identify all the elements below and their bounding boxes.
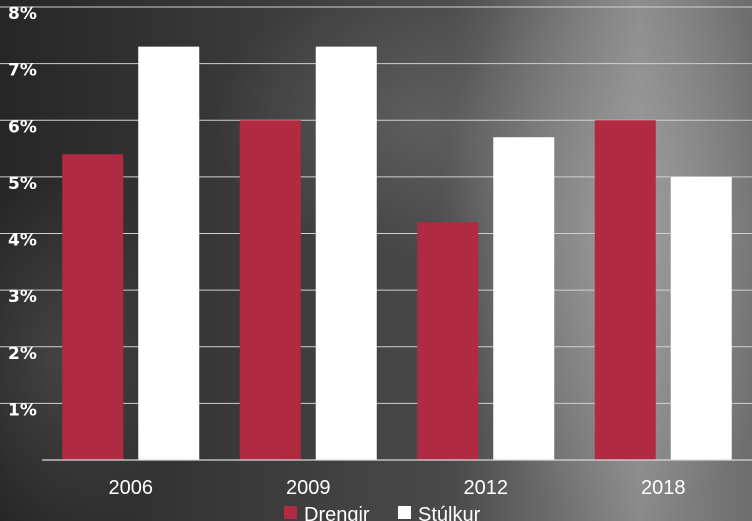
bar-stúlkur-2012	[493, 137, 555, 461]
y-tick-label: 1%	[8, 400, 37, 420]
y-tick-label: 3%	[8, 287, 37, 307]
y-tick-label: 4%	[8, 231, 37, 251]
y-tick-label: 8%	[8, 4, 37, 24]
legend-label-drengir: Drengir	[304, 504, 370, 521]
legend-swatch-stúlkur	[398, 506, 411, 519]
legend: Drengir Stúlkur	[284, 504, 481, 521]
bar-stúlkur-2018	[670, 176, 732, 460]
x-tick-label: 2006	[109, 477, 154, 499]
x-axis-ticks: 2006 2009 2012 2018	[109, 477, 686, 499]
y-tick-label: 2%	[8, 344, 37, 364]
bar-stúlkur-2009	[315, 46, 377, 460]
bar-drengir-2018	[594, 120, 656, 460]
bar-drengir-2006	[62, 154, 124, 460]
legend-label-stúlkur: Stúlkur	[418, 504, 481, 521]
bar-stúlkur-2006	[138, 46, 200, 460]
y-tick-label: 6%	[8, 117, 37, 137]
y-tick-label: 7%	[8, 61, 37, 81]
y-tick-label: 5%	[8, 174, 37, 194]
legend-swatch-drengir	[284, 506, 297, 519]
bar-drengir-2009	[239, 120, 301, 460]
bar-drengir-2012	[417, 222, 479, 460]
x-tick-label: 2012	[464, 477, 509, 499]
x-tick-label: 2018	[641, 477, 686, 499]
y-axis-ticks: 1% 2% 3% 4% 5% 6% 7% 8%	[8, 4, 37, 420]
x-tick-label: 2009	[286, 477, 331, 499]
bars	[62, 46, 732, 461]
